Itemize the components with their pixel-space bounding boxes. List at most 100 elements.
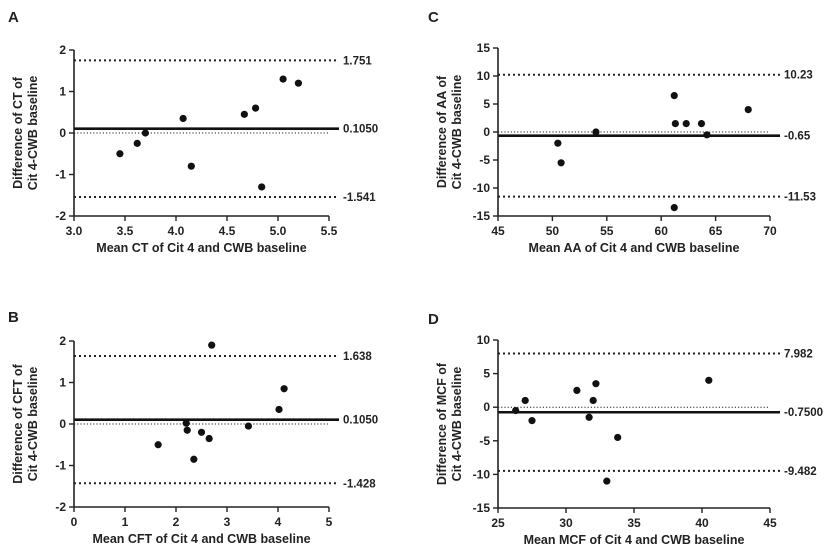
y-tick-label: 0 [483, 125, 490, 139]
x-tick-label: 25 [491, 516, 505, 530]
mean-bias-label: -0.65 [784, 131, 811, 143]
y-tick-label: 15 [477, 41, 491, 55]
y-tick-label: 0 [59, 126, 66, 140]
y-tick-label: -2 [55, 500, 66, 514]
upper-limit-label: 10.23 [784, 70, 813, 82]
y-axis-title-line: Difference of CT of [11, 76, 25, 189]
data-point [697, 120, 706, 128]
lower-limit-label: -9.482 [784, 466, 817, 478]
x-axis-title: Mean CT of Cit 4 and CWB baseline [96, 241, 306, 255]
y-tick-label: -10 [473, 467, 491, 481]
y-tick-label: -10 [473, 181, 491, 195]
y-tick-label: 5 [483, 97, 490, 111]
panel-a: A 1.751 -1.541 0.1050 -2 -1 0 1 2 3.0 3.5 4.0 4.5 5.0… [8, 9, 378, 255]
data-point [190, 455, 198, 463]
x-axis-title: Mean MCF of Cit 4 and CWB baseline [524, 533, 745, 547]
lower-limit-label: -1.541 [343, 192, 376, 204]
data-point [744, 106, 752, 114]
x-tick-label: 3.0 [66, 224, 83, 238]
x-axis-title: Mean CFT of Cit 4 and CWB baseline [92, 532, 310, 546]
y-axis-title-line: Cit 4-CWB baseline [26, 367, 40, 482]
x-tick-label: 2 [173, 515, 180, 529]
y-tick-label: 10 [477, 333, 491, 347]
mean-bias-label: 0.1050 [343, 415, 378, 427]
x-tick-label: 5.0 [270, 224, 287, 238]
data-point [557, 159, 565, 167]
x-tick-label: 1 [122, 515, 129, 529]
y-tick-label: 10 [477, 69, 491, 83]
panel-c: C 10.23 -11.53 -0.65 -15 -10 -5 0 5 10 15 45 50 55 60 6… [428, 9, 816, 255]
x-tick-label: 5.5 [321, 224, 338, 238]
x-tick-label: 50 [546, 224, 560, 238]
y-tick-label: 1 [59, 85, 66, 99]
data-point [133, 139, 141, 147]
data-point [512, 406, 520, 415]
data-point [670, 92, 678, 100]
y-tick-label: -5 [479, 434, 490, 448]
data-point [179, 114, 187, 123]
y-axis-title-line: Cit 4-CWB baseline [26, 76, 40, 191]
x-tick-label: 5 [326, 515, 333, 529]
lower-limit-label: -11.53 [784, 192, 816, 204]
upper-limit-label: 1.751 [343, 55, 372, 67]
mean-bias-label: -0.7500 [784, 407, 823, 419]
x-tick-label: 45 [763, 516, 777, 530]
upper-limit-label: 7.982 [784, 349, 813, 361]
x-tick-label: 60 [655, 224, 669, 238]
x-tick-label: 55 [600, 224, 614, 238]
data-point [154, 441, 162, 449]
data-point [592, 380, 600, 388]
y-tick-label: -2 [55, 209, 66, 223]
y-tick-label: 0 [59, 417, 66, 431]
data-point [554, 139, 562, 147]
data-point [187, 162, 195, 170]
data-point [240, 110, 248, 118]
x-tick-label: 3 [224, 515, 231, 529]
data-point [280, 385, 288, 393]
x-tick-label: 35 [627, 516, 641, 530]
mean-bias-label: 0.1050 [343, 124, 378, 136]
data-point [116, 150, 124, 158]
panel-label: C [428, 9, 439, 26]
data-point [208, 341, 216, 349]
data-point [573, 386, 581, 394]
x-axis-title: Mean AA of Cit 4 and CWB baseline [529, 241, 740, 255]
x-tick-label: 4.0 [168, 224, 185, 238]
data-point [670, 204, 678, 212]
data-point [703, 131, 711, 139]
data-point [251, 104, 260, 112]
y-tick-label: -15 [473, 501, 491, 515]
y-tick-label: -15 [473, 209, 491, 223]
panel-label: D [428, 311, 439, 328]
y-axis-title-line: Cit 4-CWB baseline [450, 75, 464, 190]
data-point [182, 419, 190, 427]
panel-b: B 1.638 -1.428 0.1050 -2 -1 0 1 2 0 1 2 3 4 5 Mean CFT … [8, 309, 378, 546]
data-point [258, 183, 266, 191]
y-tick-label: -1 [55, 168, 66, 182]
x-tick-label: 70 [763, 224, 777, 238]
data-point [197, 428, 206, 436]
y-tick-label: 5 [483, 367, 490, 381]
x-tick-label: 3.5 [117, 224, 134, 238]
y-tick-label: 0 [483, 400, 490, 414]
data-point [585, 413, 593, 421]
data-point [244, 422, 253, 430]
y-tick-label: 1 [59, 376, 66, 390]
y-axis-title-line: Difference of AA of [435, 75, 449, 188]
y-tick-label: 2 [59, 334, 66, 348]
x-tick-label: 45 [491, 224, 505, 238]
data-point [183, 426, 191, 434]
x-tick-label: 40 [695, 516, 709, 530]
data-point [275, 405, 283, 414]
data-point [614, 433, 622, 442]
data-point [294, 79, 302, 87]
data-point [279, 75, 287, 83]
y-axis-title-line: Difference of MCF of [435, 362, 449, 485]
y-axis-title-line: Difference of CFT of [11, 363, 25, 483]
x-tick-label: 4 [275, 515, 282, 529]
y-axis-title-line: Cit 4-CWB baseline [450, 367, 464, 482]
panel-label: B [8, 309, 19, 326]
data-point [592, 128, 600, 136]
data-point [682, 120, 690, 128]
